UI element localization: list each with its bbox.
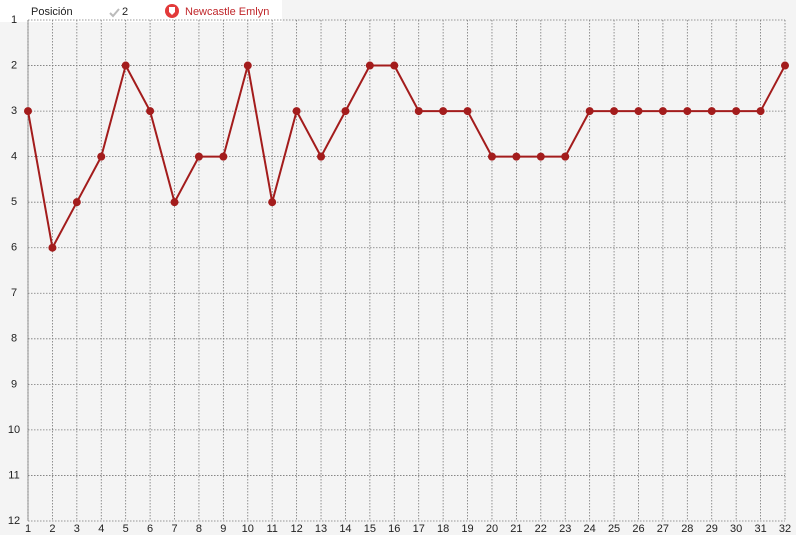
x-tick-label: 1 [25, 523, 31, 535]
x-tick-label: 29 [706, 523, 718, 535]
x-tick-label: 6 [147, 523, 153, 535]
data-point [634, 107, 643, 116]
y-tick-label: 4 [11, 151, 17, 163]
data-point [219, 152, 228, 161]
y-tick-label: 5 [11, 196, 17, 208]
x-tick-label: 23 [559, 523, 571, 535]
data-point [341, 107, 350, 116]
x-tick-label: 5 [123, 523, 129, 535]
y-tick-label: 3 [11, 105, 17, 117]
chart-title: Posición [31, 6, 73, 18]
x-tick-label: 4 [98, 523, 104, 535]
x-tick-label: 26 [632, 523, 644, 535]
data-point [146, 107, 155, 116]
data-point [536, 152, 545, 161]
x-tick-label: 21 [510, 523, 522, 535]
data-point [243, 61, 252, 70]
data-point [121, 61, 130, 70]
y-tick-label: 6 [11, 242, 17, 254]
x-tick-label: 28 [681, 523, 693, 535]
x-tick-label: 22 [535, 523, 547, 535]
x-tick-label: 15 [364, 523, 376, 535]
y-tick-label: 8 [11, 333, 17, 345]
y-tick-label: 2 [11, 59, 17, 71]
data-point [707, 107, 716, 116]
x-tick-label: 18 [437, 523, 449, 535]
data-point [194, 152, 203, 161]
data-point [732, 107, 741, 116]
data-point [317, 152, 326, 161]
data-point [48, 243, 57, 252]
header-bar [0, 0, 282, 22]
y-tick-label: 1 [11, 14, 17, 26]
data-point [268, 198, 277, 207]
y-tick-label: 11 [8, 469, 19, 481]
x-tick-label: 16 [388, 523, 400, 535]
x-tick-label: 27 [657, 523, 669, 535]
x-tick-label: 8 [196, 523, 202, 535]
data-point [97, 152, 106, 161]
data-point [463, 107, 472, 116]
y-tick-label: 9 [11, 378, 17, 390]
x-tick-label: 24 [584, 523, 596, 535]
x-tick-label: 30 [730, 523, 742, 535]
data-point [414, 107, 423, 116]
team-badge-shield [169, 7, 175, 15]
data-point [24, 107, 32, 116]
data-point [561, 152, 570, 161]
y-tick-label: 12 [8, 515, 20, 527]
x-tick-label: 9 [220, 523, 226, 535]
y-tick-label: 10 [8, 424, 20, 436]
x-tick-label: 25 [608, 523, 620, 535]
legend-label[interactable]: Newcastle Emlyn [185, 6, 269, 18]
x-tick-label: 11 [266, 523, 277, 535]
check-icon [109, 8, 120, 18]
data-point [756, 107, 765, 116]
data-point [390, 61, 399, 70]
data-point [781, 61, 789, 70]
data-point [292, 107, 301, 116]
x-tick-label: 7 [171, 523, 177, 535]
data-point [170, 198, 179, 207]
data-point [512, 152, 521, 161]
x-tick-label: 19 [461, 523, 473, 535]
x-tick-label: 3 [74, 523, 80, 535]
data-point [487, 152, 496, 161]
data-point [439, 107, 448, 116]
badge-count[interactable]: 2 [122, 6, 128, 18]
data-point [683, 107, 692, 116]
data-point [585, 107, 594, 116]
x-tick-label: 10 [242, 523, 254, 535]
x-tick-label: 12 [290, 523, 302, 535]
x-tick-label: 32 [779, 523, 791, 535]
x-tick-label: 2 [49, 523, 55, 535]
data-point [72, 198, 81, 207]
y-tick-label: 7 [11, 287, 17, 299]
data-point [365, 61, 374, 70]
series-line [27, 62, 786, 251]
x-tick-label: 31 [754, 523, 766, 535]
x-tick-label: 13 [315, 523, 327, 535]
data-point [610, 107, 619, 116]
x-tick-label: 20 [486, 523, 498, 535]
data-point [658, 107, 667, 116]
x-tick-label: 14 [339, 523, 351, 535]
x-tick-label: 17 [413, 523, 425, 535]
